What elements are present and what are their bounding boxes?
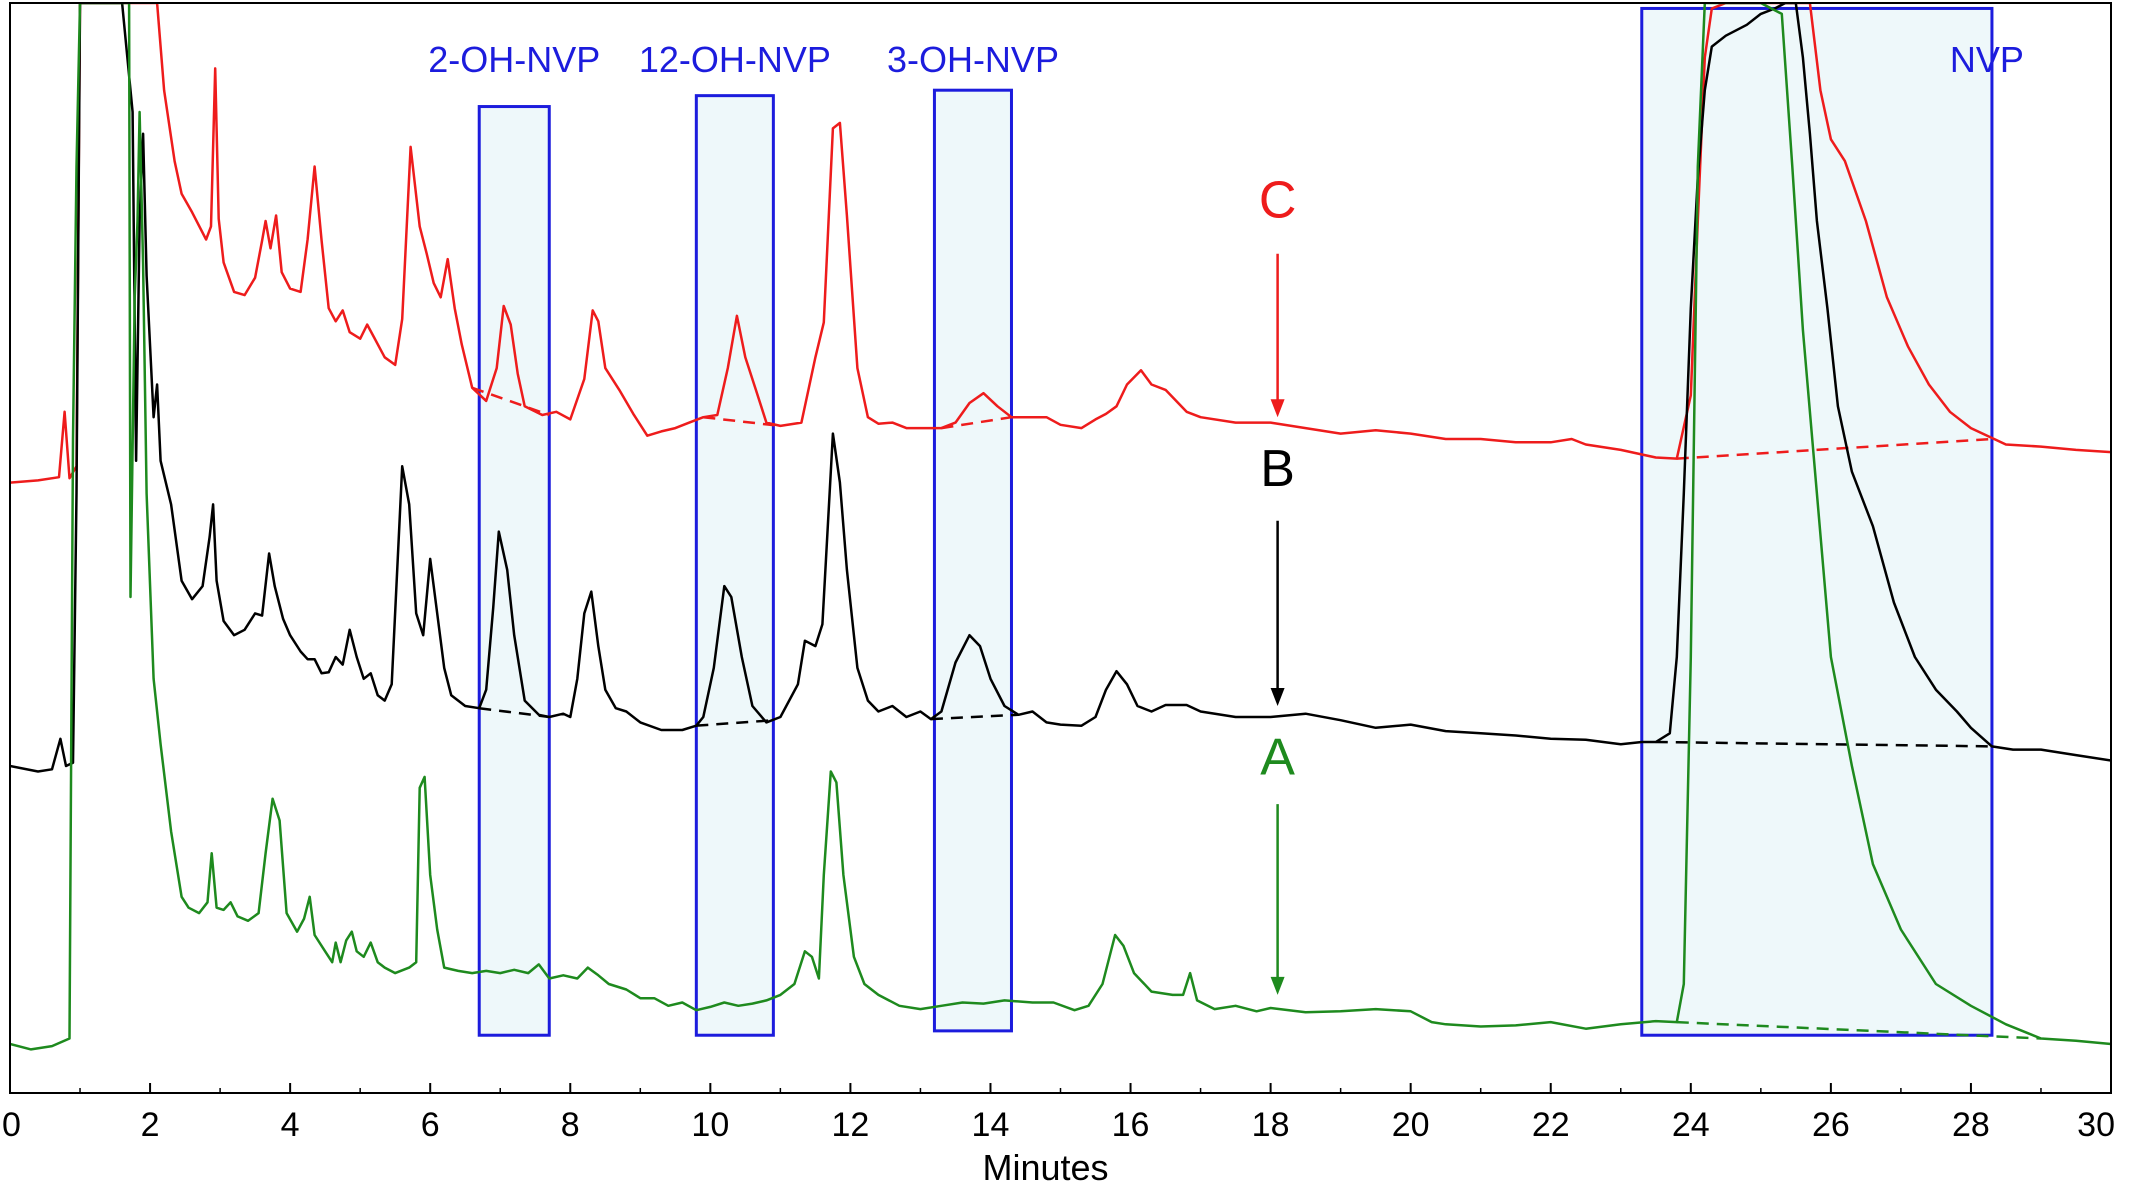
series-lines bbox=[10, 3, 2111, 1051]
baseline-c-1 bbox=[471, 386, 550, 417]
baseline-c-3 bbox=[941, 415, 1012, 430]
trace-annotations: C B A bbox=[1259, 172, 1297, 995]
region-label-3-oh-nvp: 3-OH-NVP bbox=[887, 39, 1059, 80]
trace-arrowhead-b bbox=[1270, 688, 1285, 707]
baseline-a-1 bbox=[1676, 1020, 2042, 1040]
region-box-nvp bbox=[1640, 6, 1994, 1037]
x-axis-ticks: 0 2 4 6 8 10 12 14 16 18 20 22 24 26 28 30 bbox=[2, 1083, 2115, 1144]
baseline-segments bbox=[471, 386, 2042, 1040]
trace-label-c: C bbox=[1259, 172, 1297, 230]
series-line-c bbox=[10, 3, 2111, 484]
x-tick-label: 24 bbox=[1672, 1106, 1710, 1144]
x-tick-label: 16 bbox=[1112, 1106, 1150, 1144]
x-tick-label: 14 bbox=[972, 1106, 1010, 1144]
series-line-a bbox=[10, 3, 2111, 1051]
x-tick-label: 30 bbox=[2077, 1106, 2115, 1144]
region-box-3-oh-nvp bbox=[932, 88, 1013, 1033]
series-line-b bbox=[10, 3, 2111, 773]
baseline-b-4 bbox=[1655, 740, 1992, 748]
x-tick-label: 0 bbox=[2, 1106, 21, 1144]
x-tick-label: 10 bbox=[691, 1106, 729, 1144]
region-label-nvp: NVP bbox=[1950, 39, 2024, 80]
x-tick-label: 2 bbox=[141, 1106, 160, 1144]
region-label-12-oh-nvp: 12-OH-NVP bbox=[639, 39, 831, 80]
x-tick-label: 18 bbox=[1252, 1106, 1290, 1144]
trace-label-b: B bbox=[1260, 440, 1295, 498]
trace-arrowhead-c bbox=[1270, 399, 1285, 418]
baseline-b-1 bbox=[479, 706, 550, 719]
trace-label-a: A bbox=[1260, 729, 1295, 787]
baseline-b-2 bbox=[696, 718, 774, 727]
x-tick-label: 4 bbox=[281, 1106, 300, 1144]
region-label-2-oh-nvp: 2-OH-NVP bbox=[428, 39, 600, 80]
x-tick-label: 22 bbox=[1532, 1106, 1570, 1144]
x-tick-label: 26 bbox=[1812, 1106, 1850, 1144]
x-axis-title: Minutes bbox=[982, 1147, 1108, 1188]
x-tick-label: 6 bbox=[421, 1106, 440, 1144]
baseline-b-3 bbox=[930, 713, 1019, 721]
highlight-regions: 2-OH-NVP 12-OH-NVP 3-OH-NVP NVP bbox=[428, 6, 2024, 1037]
trace-arrowhead-a bbox=[1270, 976, 1285, 995]
x-tick-label: 8 bbox=[561, 1106, 580, 1144]
region-box-12-oh-nvp bbox=[694, 94, 775, 1037]
x-tick-label: 28 bbox=[1952, 1106, 1990, 1144]
x-tick-label: 12 bbox=[831, 1106, 869, 1144]
baseline-c-2 bbox=[703, 415, 781, 428]
baseline-c-4 bbox=[1676, 437, 1993, 460]
x-tick-label: 20 bbox=[1392, 1106, 1430, 1144]
region-box-2-oh-nvp bbox=[477, 105, 551, 1037]
